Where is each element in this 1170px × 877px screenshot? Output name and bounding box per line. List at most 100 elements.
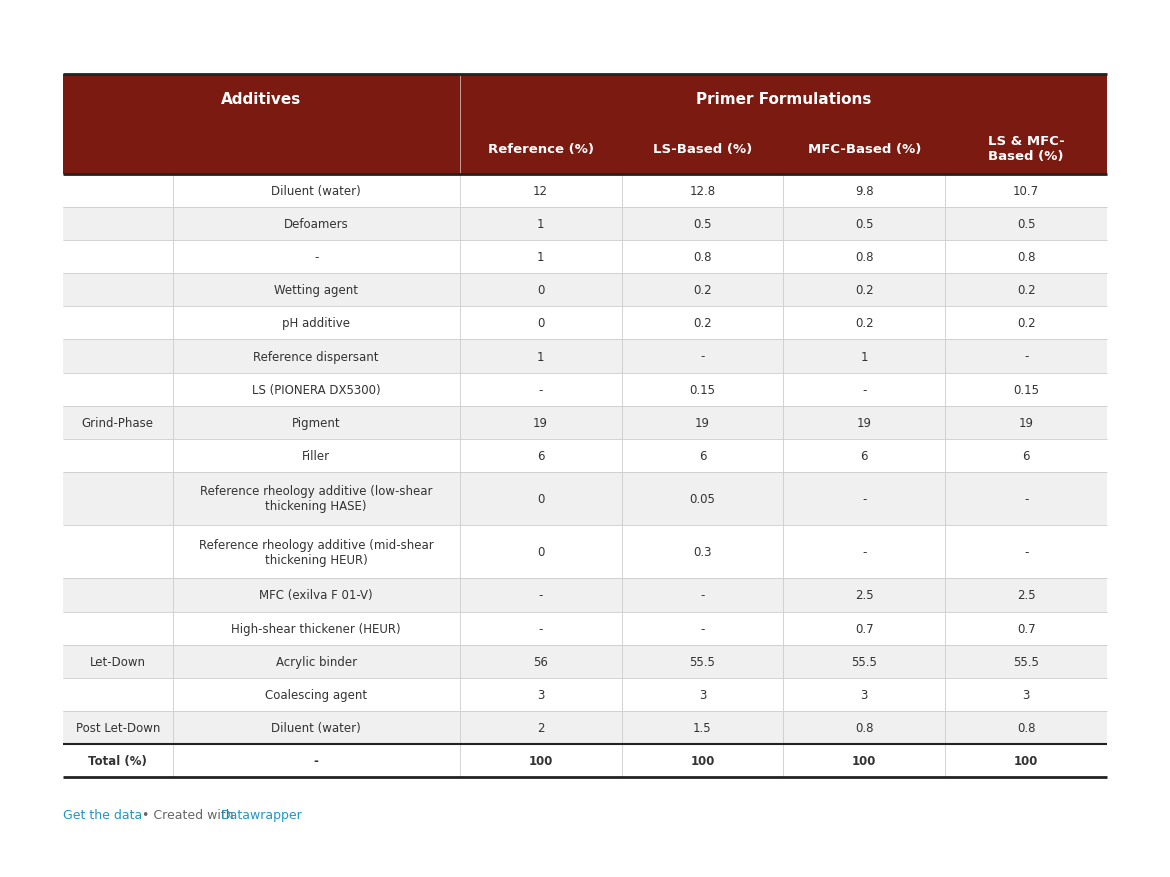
Text: 0.7: 0.7 [855,622,874,635]
Text: -: - [701,588,704,602]
Text: 0.05: 0.05 [689,492,715,505]
Text: -: - [701,350,704,363]
Text: 6: 6 [860,449,868,462]
Text: -: - [314,754,318,767]
Bar [63,579,1107,612]
Text: LS (PIONERA DX5300): LS (PIONERA DX5300) [252,383,380,396]
Text: 1: 1 [860,350,868,363]
Text: Reference rheology additive (mid-shear
thickening HEUR): Reference rheology additive (mid-shear t… [199,538,434,567]
Text: Post Let-Down: Post Let-Down [76,721,160,734]
Bar [63,744,1107,777]
Text: Defoamers: Defoamers [284,217,349,231]
Text: Reference dispersant: Reference dispersant [254,350,379,363]
Bar [63,612,1107,645]
Text: 3: 3 [698,688,707,701]
Text: LS & MFC-
Based (%): LS & MFC- Based (%) [987,135,1065,163]
Text: Reference (%): Reference (%) [488,142,593,155]
Text: 1: 1 [537,217,544,231]
Bar [63,525,1107,579]
Text: 0.2: 0.2 [1017,284,1035,297]
Text: 0: 0 [537,545,544,559]
Text: 19: 19 [534,417,548,429]
Text: 0.8: 0.8 [855,251,874,264]
Bar [63,473,1107,525]
Text: Reference rheology additive (low-shear
thickening HASE): Reference rheology additive (low-shear t… [200,485,433,513]
Text: 0.8: 0.8 [693,251,711,264]
Text: 55.5: 55.5 [1013,655,1039,668]
Bar [63,711,1107,744]
Text: 0.8: 0.8 [855,721,874,734]
Text: 19: 19 [1019,417,1033,429]
Text: Total (%): Total (%) [89,754,147,767]
Text: 55.5: 55.5 [852,655,878,668]
Text: Grind-Phase: Grind-Phase [82,417,153,429]
Text: 55.5: 55.5 [689,655,715,668]
Bar [63,307,1107,340]
Text: High-shear thickener (HEUR): High-shear thickener (HEUR) [232,622,401,635]
Text: -: - [1024,350,1028,363]
Bar [63,373,1107,406]
Text: 2.5: 2.5 [1017,588,1035,602]
Text: Coalescing agent: Coalescing agent [266,688,367,701]
Text: 0.2: 0.2 [1017,317,1035,330]
Text: -: - [1024,492,1028,505]
Text: • Created with: • Created with [138,809,238,822]
Text: Acrylic binder: Acrylic binder [276,655,357,668]
Text: Pigment: Pigment [291,417,340,429]
Text: 6: 6 [1023,449,1030,462]
Text: 0.2: 0.2 [693,317,711,330]
Text: MFC (exilva F 01-V): MFC (exilva F 01-V) [260,588,373,602]
Text: MFC-Based (%): MFC-Based (%) [807,142,921,155]
Bar [63,406,1107,439]
Bar [63,241,1107,274]
Text: 3: 3 [537,688,544,701]
Text: -: - [862,545,867,559]
Text: 2: 2 [537,721,544,734]
Text: -: - [862,492,867,505]
Text: 12: 12 [534,185,548,198]
Text: -: - [1024,545,1028,559]
Text: 0.7: 0.7 [1017,622,1035,635]
Text: Filler: Filler [302,449,330,462]
Text: 2.5: 2.5 [855,588,874,602]
Text: pH additive: pH additive [282,317,350,330]
Text: Diluent (water): Diluent (water) [271,721,362,734]
Bar [63,340,1107,373]
Text: 0.5: 0.5 [855,217,874,231]
Text: 0.2: 0.2 [855,317,874,330]
Text: 0.3: 0.3 [693,545,711,559]
Text: 0: 0 [537,284,544,297]
Text: 3: 3 [861,688,868,701]
Bar [63,175,1107,208]
Text: Let-Down: Let-Down [90,655,146,668]
Text: Wetting agent: Wetting agent [274,284,358,297]
Text: 56: 56 [534,655,548,668]
Text: 0: 0 [537,317,544,330]
Text: 0.15: 0.15 [1013,383,1039,396]
Text: 19: 19 [695,417,710,429]
Text: -: - [538,588,543,602]
Text: 12.8: 12.8 [689,185,716,198]
Text: LS-Based (%): LS-Based (%) [653,142,752,155]
Bar [63,75,1107,123]
Bar [63,439,1107,473]
Text: 0.2: 0.2 [693,284,711,297]
Text: 1: 1 [537,350,544,363]
Text: 1.5: 1.5 [693,721,711,734]
Text: Diluent (water): Diluent (water) [271,185,362,198]
Text: 0.8: 0.8 [1017,721,1035,734]
Bar [63,645,1107,678]
Text: 10.7: 10.7 [1013,185,1039,198]
Text: 19: 19 [856,417,872,429]
Bar [63,208,1107,241]
Text: 100: 100 [690,754,715,767]
Text: -: - [538,383,543,396]
Text: 6: 6 [537,449,544,462]
Text: 0.5: 0.5 [1017,217,1035,231]
Text: 0.15: 0.15 [689,383,715,396]
Text: 100: 100 [529,754,552,767]
Text: -: - [538,622,543,635]
Text: -: - [314,251,318,264]
Text: Datawrapper: Datawrapper [221,809,303,822]
Bar [63,274,1107,307]
